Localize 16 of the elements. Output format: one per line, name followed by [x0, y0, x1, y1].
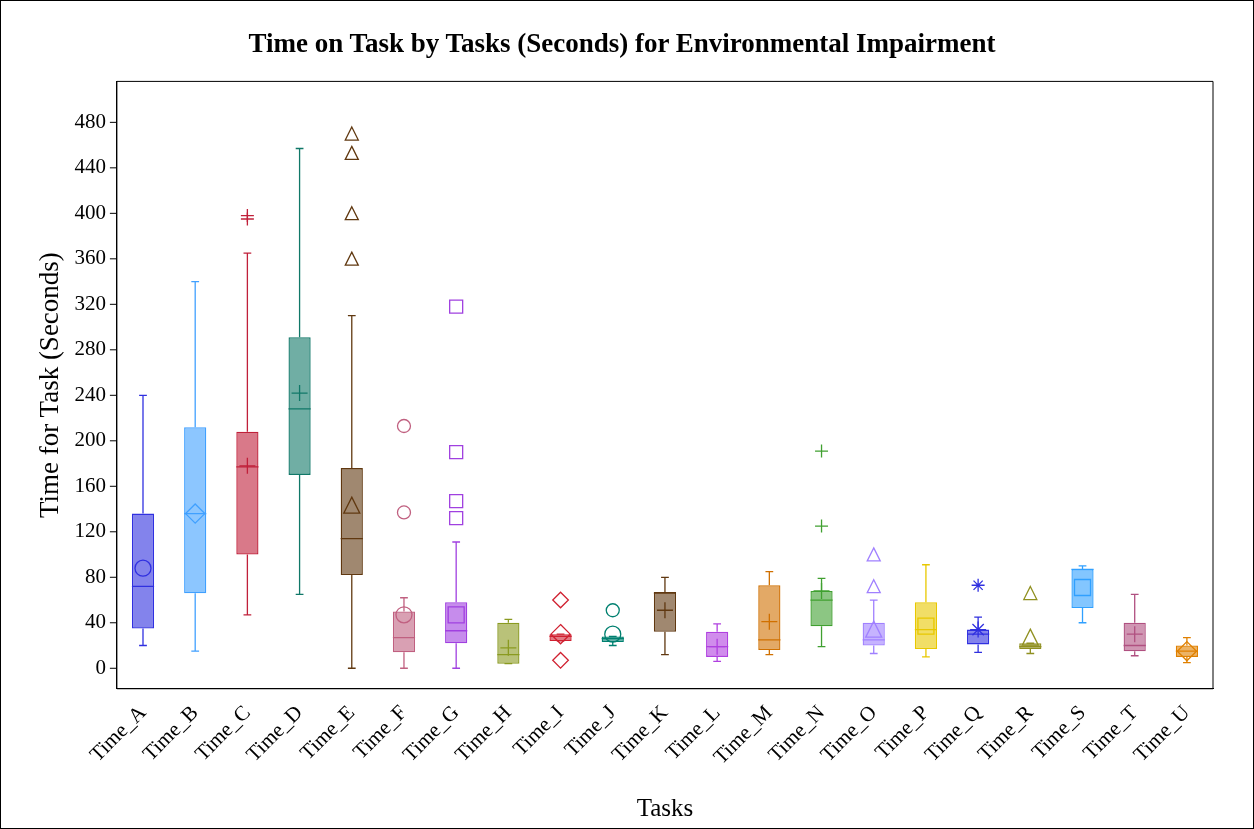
y-tick-label: 440 [74, 154, 106, 179]
y-tick-label: 40 [84, 609, 106, 634]
y-tick-label: 0 [95, 654, 106, 679]
y-tick-label: 80 [84, 563, 106, 588]
y-tick-label: 360 [74, 245, 106, 270]
y-tick-label: 480 [74, 108, 106, 133]
y-tick-label: 280 [74, 336, 106, 361]
y-tick-label: 160 [74, 472, 106, 497]
chart-title: Time on Task by Tasks (Seconds) for Environmental Impairment [248, 28, 996, 59]
y-tick-label: 200 [74, 427, 106, 452]
y-tick-label: 240 [74, 381, 106, 406]
y-tick-label: 320 [74, 290, 106, 315]
y-axis-title: Time for Task (Seconds) [34, 252, 65, 518]
y-tick-label: 400 [74, 199, 106, 224]
x-axis-title: Tasks [636, 793, 694, 821]
y-tick-label: 120 [74, 518, 106, 543]
